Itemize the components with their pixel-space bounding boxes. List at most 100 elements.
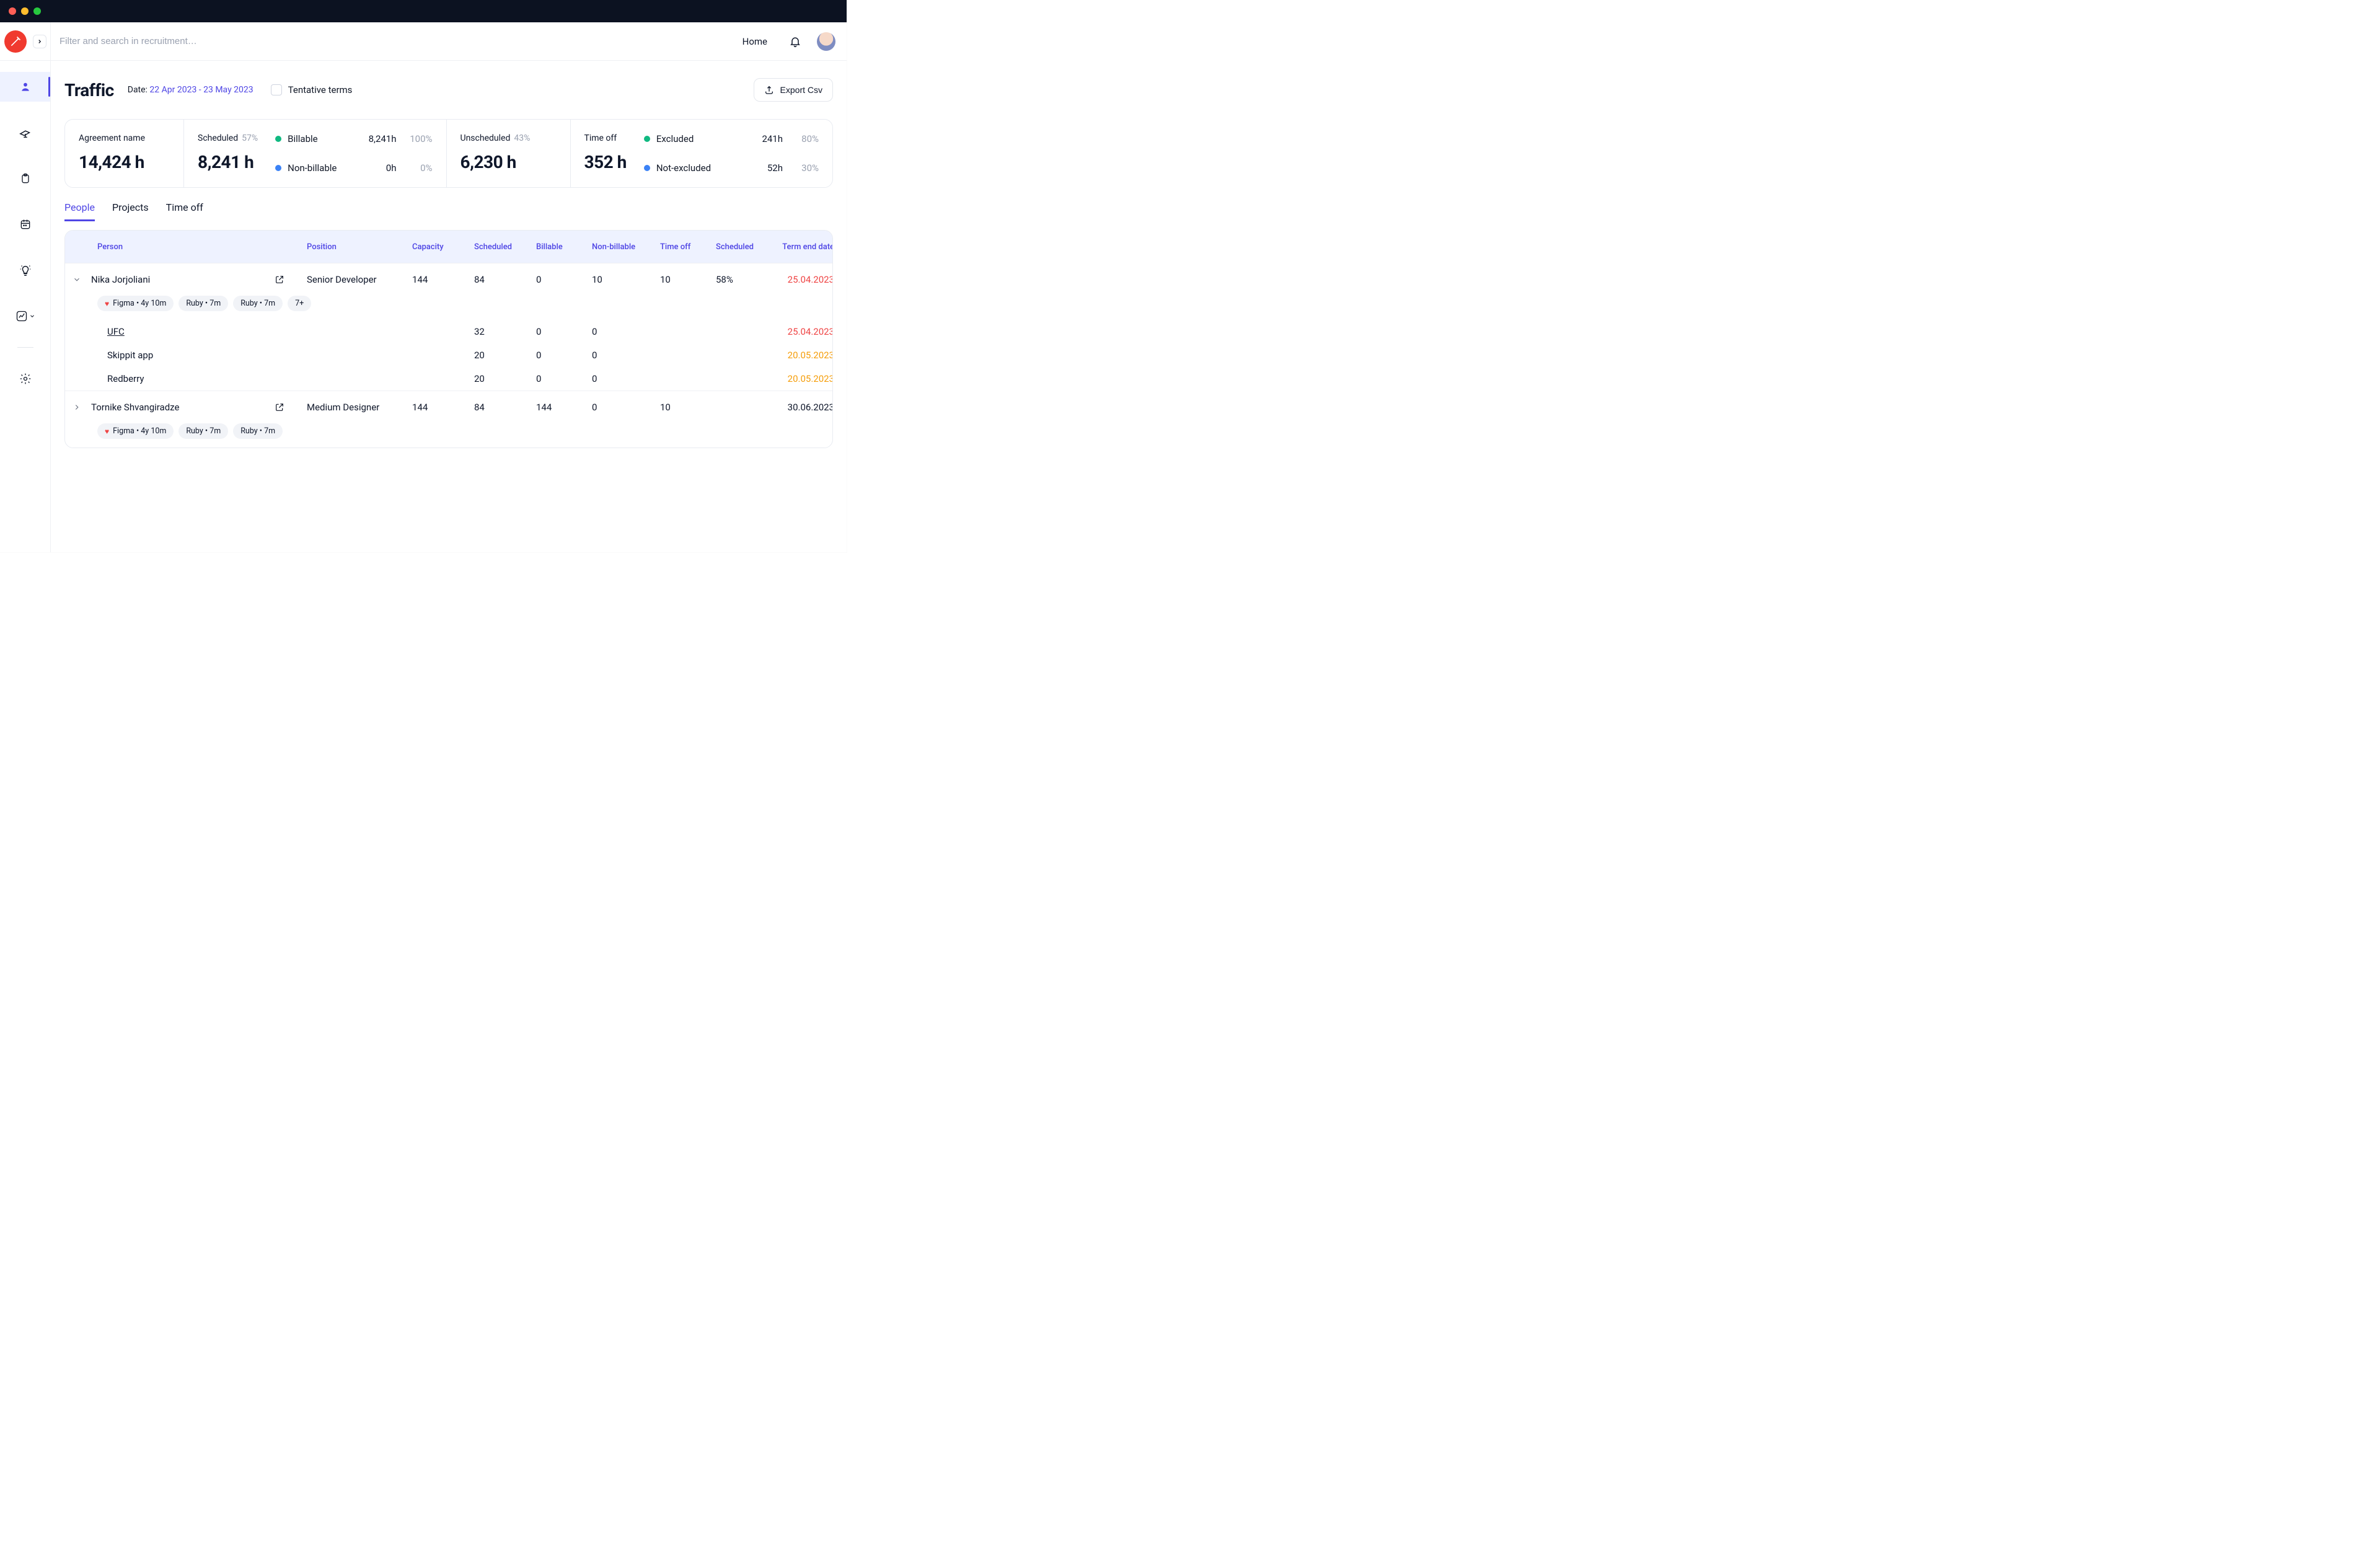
expand-row-button[interactable] (71, 274, 82, 285)
dot-icon (275, 136, 281, 142)
kpi-scheduled-value: 8,241 h (198, 152, 258, 172)
titlebar (0, 0, 847, 22)
excluded-hours: 241h (762, 133, 783, 144)
export-csv-button[interactable]: Export Csv (754, 78, 833, 102)
col-timeoff[interactable]: Time off (654, 242, 710, 252)
skill-tag[interactable]: 7+ (288, 296, 311, 311)
sidebar (0, 61, 51, 552)
col-term[interactable]: Term end date (772, 242, 833, 252)
skill-tag[interactable]: ♥Figma • 4y 10m (97, 423, 174, 439)
mac-max-icon[interactable] (33, 7, 41, 15)
dot-icon (275, 165, 281, 171)
tag-text: Figma • 4y 10m (113, 426, 166, 436)
table-header: Person Position Capacity Scheduled Billa… (65, 231, 832, 263)
avatar[interactable] (817, 32, 835, 51)
tab-timeoff[interactable]: Time off (166, 201, 203, 221)
cell-nonbillable: 0 (586, 394, 654, 420)
notifications-button[interactable] (788, 35, 802, 48)
tab-people[interactable]: People (64, 201, 95, 221)
project-name[interactable]: Skippit app (65, 343, 301, 367)
sidebar-item-reports[interactable] (0, 301, 50, 331)
kpi-scheduled-label: Scheduled (198, 133, 238, 143)
cell-nonbillable: 0 (586, 343, 654, 367)
collapse-sidebar-button[interactable] (33, 35, 46, 48)
col-person[interactable]: Person (65, 242, 301, 252)
export-csv-label: Export Csv (780, 85, 822, 95)
table-row-group: Nika JorjolianiSenior Developer144840101… (65, 263, 832, 391)
col-nonbillable[interactable]: Non-billable (586, 242, 654, 252)
expand-row-button[interactable] (71, 402, 82, 413)
kpi-unscheduled-pct: 43% (514, 133, 530, 143)
kpi-timeoff: Time off 352 h Excluded Not-excluded 241… (571, 120, 833, 187)
tag-text: Ruby • 7m (186, 299, 221, 308)
telescope-icon (19, 126, 32, 139)
tag-text: Ruby • 7m (240, 426, 275, 436)
sidebar-item-insights[interactable] (0, 255, 50, 285)
cell-scheduled: 20 (468, 367, 530, 391)
sidebar-item-calendar[interactable] (0, 210, 50, 239)
col-capacity[interactable]: Capacity (406, 242, 468, 252)
billable-hours: 8,241h (369, 133, 397, 144)
table-row-group: Tornike ShvangiradzeMedium Designer14484… (65, 391, 832, 448)
open-person-button[interactable] (275, 275, 284, 285)
cell-scheduled: 84 (468, 267, 530, 293)
tag-text: 7+ (295, 299, 304, 308)
main-content: Traffic Date: 22 Apr 2023 - 23 May 2023 … (51, 61, 847, 552)
col-billable[interactable]: Billable (530, 242, 586, 252)
col-position[interactable]: Position (301, 242, 406, 252)
project-name[interactable]: UFC (65, 320, 301, 343)
people-table: Person Position Capacity Scheduled Billa… (64, 230, 833, 448)
dot-icon (644, 165, 650, 171)
cell-scheduled-pct (710, 400, 772, 415)
skill-tag[interactable]: Ruby • 7m (178, 296, 228, 311)
home-link[interactable]: Home (743, 36, 767, 47)
kpi-scheduled: Scheduled57% 8,241 h Billable Non-billab… (184, 120, 447, 187)
cell-scheduled: 84 (468, 394, 530, 420)
excluded-label: Excluded (656, 133, 694, 144)
skill-tag[interactable]: ♥Figma • 4y 10m (97, 296, 174, 311)
nonbillable-label: Non-billable (288, 162, 337, 174)
lightbulb-icon (19, 263, 32, 277)
project-name[interactable]: Redberry (65, 367, 301, 391)
person-name: Nika Jorjoliani (91, 274, 150, 285)
sidebar-item-clipboard[interactable] (0, 164, 50, 193)
tag-text: Figma • 4y 10m (113, 299, 166, 308)
open-person-button[interactable] (275, 402, 284, 412)
skill-tag[interactable]: Ruby • 7m (233, 296, 283, 311)
app-logo[interactable] (4, 30, 27, 53)
tentative-label: Tentative terms (288, 84, 353, 95)
kpi-timeoff-label: Time off (584, 133, 627, 143)
sidebar-item-settings[interactable] (0, 364, 50, 394)
col-scheduled[interactable]: Scheduled (468, 242, 530, 252)
sub-row: UFC320025.04.2023 (65, 320, 832, 343)
cell-term: 20.05.2023 (772, 343, 833, 367)
sidebar-item-discovery[interactable] (0, 118, 50, 148)
cell-billable: 0 (530, 320, 586, 343)
tab-projects[interactable]: Projects (112, 201, 149, 221)
mac-close-icon[interactable] (9, 7, 16, 15)
skill-tag[interactable]: Ruby • 7m (233, 423, 283, 439)
skill-tag[interactable]: Ruby • 7m (178, 423, 228, 439)
col-scheduled2[interactable]: Scheduled (710, 242, 772, 252)
dot-icon (644, 136, 650, 142)
date-range[interactable]: Date: 22 Apr 2023 - 23 May 2023 (128, 85, 253, 95)
chevron-down-icon (29, 313, 35, 319)
date-prefix: Date: (128, 85, 150, 95)
kpi-unscheduled-value: 6,230 h (461, 152, 557, 172)
person-name: Tornike Shvangiradze (91, 402, 179, 413)
tentative-terms-toggle[interactable]: Tentative terms (271, 84, 353, 95)
search-input[interactable] (60, 36, 734, 46)
notexcluded-hours: 52h (767, 162, 783, 174)
notexcluded-pct: 30% (791, 162, 819, 174)
cell-nonbillable: 10 (586, 267, 654, 293)
sidebar-item-people[interactable] (0, 72, 50, 102)
mac-min-icon[interactable] (21, 7, 29, 15)
cell-billable: 0 (530, 367, 586, 391)
cell-scheduled: 20 (468, 343, 530, 367)
billable-pct: 100% (405, 133, 433, 144)
tag-text: Ruby • 7m (240, 299, 275, 308)
table-row: Nika JorjolianiSenior Developer144840101… (65, 263, 832, 296)
billable-label: Billable (288, 133, 317, 144)
clipboard-icon (19, 172, 32, 185)
kpi-unscheduled-label: Unscheduled (461, 133, 511, 143)
